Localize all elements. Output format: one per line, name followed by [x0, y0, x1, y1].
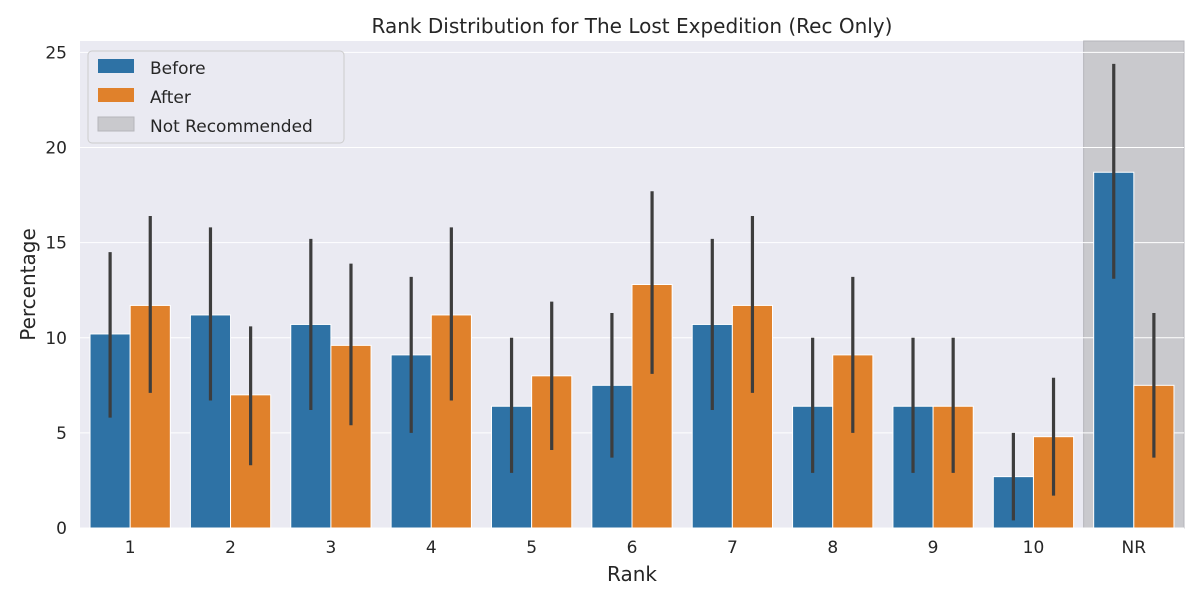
legend: Before After Not Recommended [87, 50, 345, 144]
bar-before [1093, 171, 1135, 529]
legend-swatch-not-recommended [97, 116, 135, 132]
y-tick-label: 25 [45, 43, 67, 63]
y-tick-label: 5 [56, 424, 67, 444]
x-tick-label: 4 [426, 538, 437, 558]
x-tick-label: 8 [827, 538, 838, 558]
y-tick-label: 20 [45, 139, 67, 159]
legend-label-not-recommended: Not Recommended [150, 117, 313, 137]
x-tick-label: 7 [727, 538, 738, 558]
legend-frame [87, 50, 345, 144]
x-axis-label: Rank [607, 562, 657, 586]
bar-after [129, 304, 171, 529]
y-axis-label: Percentage [16, 228, 40, 341]
legend-swatch-before [98, 59, 134, 73]
legend-label-after: After [150, 88, 191, 108]
y-tick-label: 15 [45, 234, 67, 254]
x-tick-label: 5 [526, 538, 537, 558]
legend-swatch-after [98, 88, 134, 102]
bar-after [832, 354, 874, 529]
x-tick-label: 2 [225, 538, 236, 558]
y-tick-label: 0 [56, 519, 67, 539]
x-tick-label: 1 [125, 538, 136, 558]
chart-title: Rank Distribution for The Lost Expeditio… [372, 14, 893, 38]
x-tick-label: 9 [928, 538, 939, 558]
legend-label-before: Before [150, 59, 206, 79]
x-tick-label: 6 [627, 538, 638, 558]
x-tick-label: 10 [1023, 538, 1045, 558]
x-tick-label: 3 [325, 538, 336, 558]
x-tick-label: NR [1122, 538, 1147, 558]
y-tick-label: 10 [45, 329, 67, 349]
